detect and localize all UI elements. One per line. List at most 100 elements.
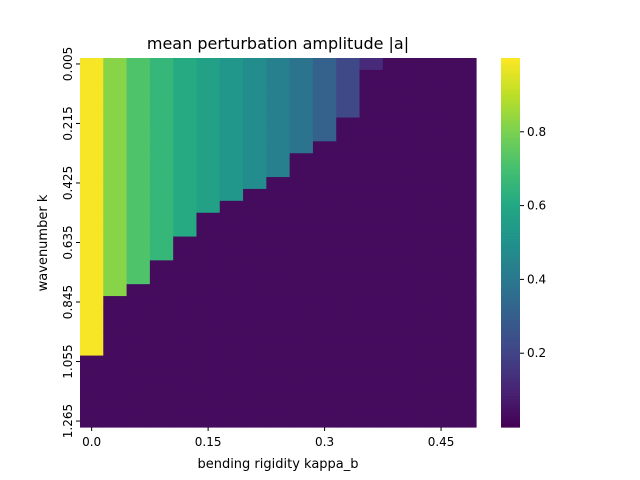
heatmap-cell [406,69,431,83]
heatmap-cell [149,58,174,71]
colorbar-segment [501,264,520,268]
colorbar-segment [501,211,520,216]
colorbar-segment [501,141,520,145]
heatmap-cell [382,188,407,202]
heatmap-cell [406,355,431,369]
heatmap-cell [289,188,314,202]
colorbar-segment [501,113,520,118]
heatmap-cell [80,93,104,107]
colorbar-segment [501,70,520,74]
heatmap-cell [149,224,174,238]
colorbar-segment [501,297,520,302]
heatmap-cell [429,200,454,214]
heatmap-cell [336,355,361,369]
heatmap-cell [452,319,477,333]
heatmap-cell [452,403,477,416]
heatmap-cell [219,69,244,83]
heatmap-cell [312,236,337,250]
heatmap-cell [80,260,104,273]
colorbar-segment [501,331,520,336]
colorbar-segment [501,230,520,234]
colorbar-segment [501,260,520,265]
heatmap-cell [406,58,431,71]
heatmap-cell [103,93,128,107]
heatmap-cell [406,403,431,416]
heatmap-cell [452,117,477,131]
heatmap-cell [382,58,407,71]
colorbar-segment [501,310,520,314]
heatmap-cell [452,272,477,285]
heatmap-cell [312,200,337,214]
heatmap-cell [359,117,384,131]
colorbar-segment [501,350,520,354]
heatmap-cell [173,236,198,250]
y-tick-label: 1.265 [61,404,75,438]
colorbar-segment [501,337,520,342]
heatmap-cell [452,391,477,404]
heatmap-cell [359,141,384,154]
colorbar-segment [501,217,520,222]
y-tick-label: 0.215 [61,106,75,140]
heatmap-cell [406,248,431,261]
colorbar-segment [501,205,520,210]
heatmap-cell [173,69,198,83]
heatmap-cell [429,58,454,71]
colorbar-segment [501,171,520,176]
heatmap-cell [266,331,291,345]
colorbar-segment [501,405,520,410]
heatmap-cell [219,403,244,416]
colorbar-segment [501,196,520,201]
colorbar-segment [501,377,520,382]
heatmap-cell [382,307,407,321]
heatmap-cell [80,69,104,83]
heatmap-cell [406,153,431,166]
heatmap-cell [382,319,407,333]
heatmap-cell [80,200,104,214]
heatmap-cell [336,236,361,250]
heatmap-cell [336,188,361,202]
heatmap-cell [243,248,267,261]
heatmap-cell [103,188,128,202]
heatmap-cell [173,260,198,273]
heatmap-cell [103,141,128,154]
heatmap-cell [382,212,407,226]
heatmap-cell [359,403,384,416]
heatmap-cell [196,296,221,309]
heatmap-cell [429,117,454,131]
heatmap-cell [406,331,431,345]
y-tick-label: 1.055 [61,344,75,378]
chart-title: mean perturbation amplitude |a| [147,34,409,53]
heatmap-cell [80,272,104,285]
heatmap-cell [336,379,361,392]
heatmap-cell [312,307,337,321]
heatmap-cell [406,81,431,95]
heatmap-cell [359,343,384,357]
heatmap-cell [452,343,477,357]
colorbar-segment [501,125,520,130]
colorbar-segment [501,242,520,247]
heatmap-cell [103,165,128,178]
heatmap-cell [429,319,454,333]
heatmap-cell [243,236,267,250]
colorbar-segment [501,294,520,299]
heatmap-cell [266,343,291,357]
heatmap-cell [406,379,431,392]
colorbar-segment [501,239,520,244]
heatmap-cell [266,307,291,321]
heatmap-cell [103,367,128,380]
heatmap-cell [243,69,267,83]
heatmap-cell [149,248,174,261]
heatmap-cell [336,129,361,142]
colorbar-segment [501,67,520,71]
heatmap-cell [219,117,244,131]
colorbar-segment [501,184,520,188]
heatmap-cell [312,415,337,428]
heatmap-cell [289,355,314,369]
heatmap-cell [103,117,128,131]
heatmap-cell [452,284,477,297]
heatmap-cell [382,272,407,285]
heatmap-cell [312,391,337,404]
heatmap-cell [126,391,151,404]
colorbar-segment [501,420,520,425]
heatmap-cell [336,284,361,297]
